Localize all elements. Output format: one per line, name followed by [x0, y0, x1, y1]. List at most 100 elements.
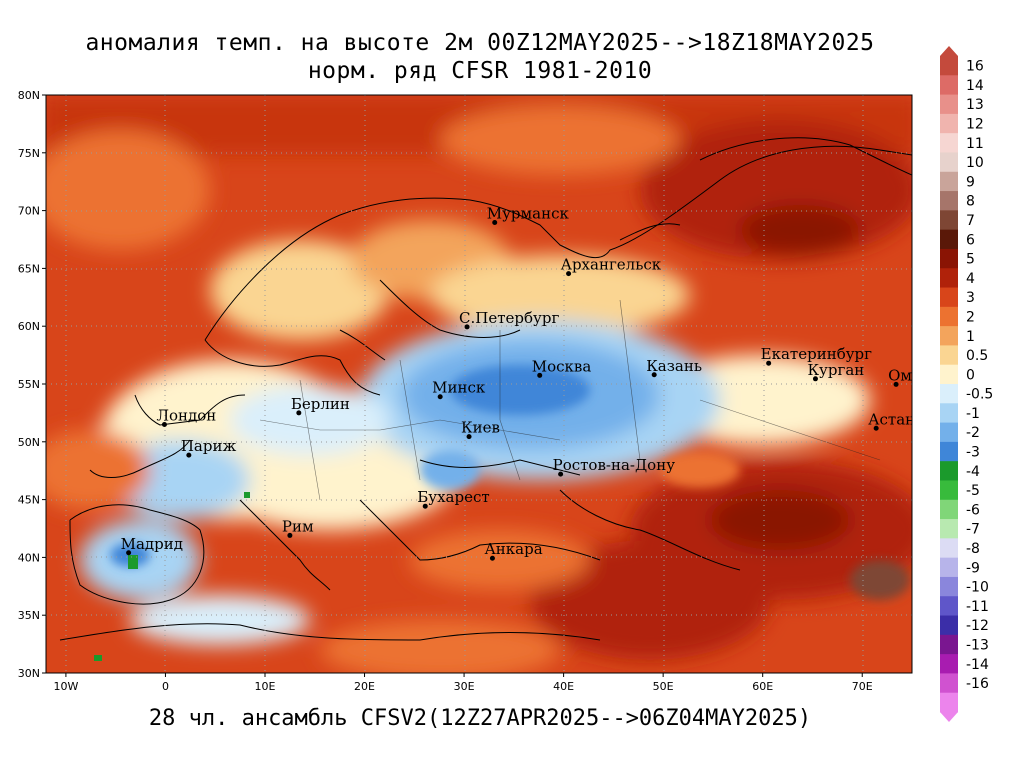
colorbar-swatch	[940, 538, 958, 559]
city-marker	[492, 220, 498, 226]
colorbar-swatch	[940, 576, 958, 597]
lon-tick-label: 20E	[354, 680, 375, 693]
colorbar-label: 0	[966, 367, 975, 383]
colorbar-label: -5	[966, 483, 980, 499]
city-label: Минск	[432, 379, 486, 397]
city-marker	[161, 421, 167, 427]
colorbar-label: 13	[966, 97, 984, 113]
city-marker	[296, 410, 302, 416]
lon-tick-label: 60E	[752, 680, 773, 693]
colorbar-top-arrow	[940, 46, 958, 56]
city-marker	[766, 360, 772, 366]
city-layer: Мурманск Архангельск С.Петербург Москва Каза…	[121, 205, 930, 561]
city-label: Омск	[888, 366, 930, 384]
colorbar-label: -11	[966, 599, 989, 615]
colorbar-swatch	[940, 56, 958, 76]
colorbar-swatch	[940, 113, 958, 134]
lat-tick-label: 75N	[18, 147, 40, 160]
colorbar-label: 10	[966, 155, 984, 171]
colorbar-swatch	[940, 306, 958, 327]
colorbar-label: -16	[966, 676, 989, 692]
colorbar-label: -3	[966, 445, 980, 461]
colorbar-swatch	[940, 210, 958, 231]
latitude-axis: 80N 75N 70N 65N 60N 55N 50N 45N 40N 35N 30N	[18, 89, 46, 680]
city-label: Берлин	[291, 395, 350, 413]
colorbar-label: -4	[966, 464, 980, 480]
colorbar-swatch	[940, 326, 958, 346]
colorbar-swatch	[940, 692, 958, 713]
lon-tick-label: 30E	[454, 680, 475, 693]
lon-tick-label: 10W	[53, 680, 78, 693]
colorbar-swatch	[940, 191, 958, 211]
colorbar-label: -7	[966, 522, 980, 538]
city-marker	[464, 324, 470, 330]
city-label: Мадрид	[121, 535, 183, 553]
colorbar-swatch	[940, 345, 958, 366]
city-label: Курган	[807, 361, 864, 379]
lat-tick-label: 35N	[18, 609, 40, 622]
colorbar-label: 3	[966, 290, 975, 306]
colorbar: 16 14 13 12 11 10 9 8 7 6 5 4 3 2 1 0.5 0 -0.5 -1 -2 -3 -4 -5 -…	[940, 46, 993, 722]
colorbar-swatch	[940, 519, 958, 539]
city-marker	[893, 381, 899, 387]
colorbar-label: -6	[966, 502, 980, 518]
colorbar-label: 11	[966, 136, 984, 152]
colorbar-swatch	[940, 499, 958, 520]
city-label: Мурманск	[487, 205, 570, 223]
colorbar-label: 4	[966, 271, 975, 287]
colorbar-swatch	[940, 152, 958, 173]
colorbar-label: 7	[966, 213, 975, 229]
colorbar-swatch	[940, 268, 958, 289]
city-label: Екатеринбург	[761, 345, 872, 363]
lat-tick-label: 45N	[18, 494, 40, 507]
city-label: Анкара	[484, 540, 542, 558]
colorbar-label: 0.5	[966, 348, 988, 364]
colorbar-label: -0.5	[966, 387, 993, 403]
city-marker	[651, 372, 657, 378]
lat-tick-label: 65N	[18, 262, 40, 275]
lat-tick-label: 55N	[18, 378, 40, 391]
colorbar-swatch	[940, 384, 958, 404]
colorbar-swatch	[940, 557, 958, 578]
colorbar-bottom-arrow	[940, 712, 958, 722]
city-label: Казань	[646, 357, 702, 375]
colorbar-label: 12	[966, 117, 984, 133]
colorbar-swatch	[940, 171, 958, 192]
lat-tick-label: 50N	[18, 436, 40, 449]
colorbar-swatch	[940, 654, 958, 674]
colorbar-label: 2	[966, 309, 975, 325]
colorbar-swatch	[940, 634, 958, 655]
colorbar-label: 16	[966, 59, 984, 75]
city-marker	[466, 434, 472, 440]
anomaly-field: Мурманск Архангельск С.Петербург Москва Каза…	[46, 95, 930, 673]
city-marker	[126, 550, 132, 556]
colorbar-swatch	[940, 673, 958, 694]
colorbar-label: -8	[966, 541, 980, 557]
city-marker	[489, 555, 495, 561]
colorbar-label: -2	[966, 425, 980, 441]
city-marker	[186, 452, 192, 458]
city-label: Архангельск	[561, 256, 662, 274]
longitude-axis: 10W 0 10E 20E 30E 40E 50E 60E 70E	[53, 673, 873, 693]
colorbar-swatch	[940, 461, 958, 481]
city-marker	[537, 372, 543, 378]
chart-subtitle: норм. ряд CFSR 1981-2010	[307, 58, 653, 84]
colorbar-swatch	[940, 441, 958, 462]
lon-tick-label: 70E	[852, 680, 873, 693]
city-label: Париж	[181, 437, 237, 455]
colorbar-swatch	[940, 364, 958, 385]
lat-tick-label: 60N	[18, 320, 40, 333]
city-label: Бухарест	[417, 488, 489, 506]
colorbar-swatch	[940, 596, 958, 617]
colorbar-label: 6	[966, 232, 975, 248]
lon-tick-label: 10E	[255, 680, 276, 693]
colorbar-swatch	[940, 480, 958, 501]
colorbar-label: 14	[966, 78, 984, 94]
city-label: Москва	[532, 357, 592, 375]
city-label: Киев	[461, 419, 500, 437]
colorbar-label: 8	[966, 194, 975, 210]
colorbar-swatch	[940, 229, 958, 250]
chart-title: аномалия темп. на высоте 2м 00Z12MAY2025…	[85, 30, 875, 56]
city-label: Рим	[282, 517, 314, 535]
